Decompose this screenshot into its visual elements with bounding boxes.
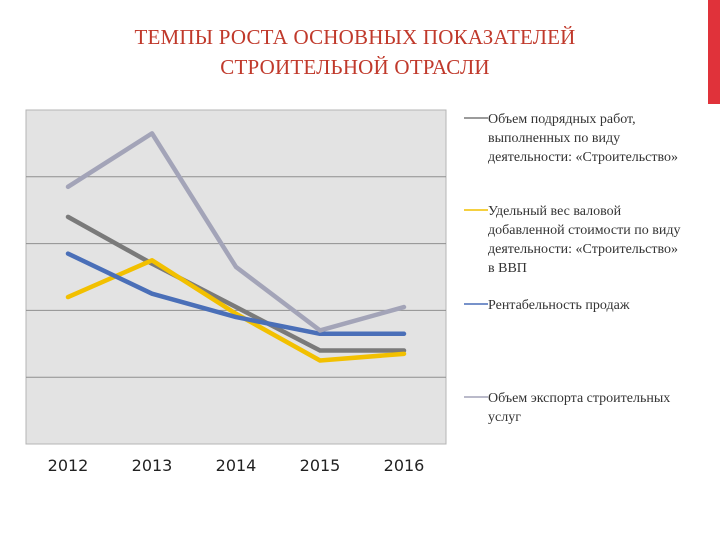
accent-bar <box>708 0 720 104</box>
legend-label-4: Объем экспорта строительных услуг <box>488 391 671 425</box>
x-tick-label: 2012 <box>48 456 89 475</box>
x-tick-label: 2015 <box>300 456 341 475</box>
series-line-4 <box>65 131 407 333</box>
series-line-3 <box>65 251 407 337</box>
legend-label-3: Рентабельность продаж <box>488 298 630 313</box>
series-line-2 <box>65 258 407 363</box>
x-tick-label: 2013 <box>132 456 173 475</box>
legend-label-2: Удельный вес валовой добавленной стоимос… <box>488 204 681 276</box>
x-tick-label: 2014 <box>216 456 257 475</box>
title-line-1: ТЕМПЫ РОСТА ОСНОВНЫХ ПОКАЗАТЕЛЕЙ <box>134 25 576 49</box>
series-line-1 <box>65 214 407 353</box>
title-line-2: СТРОИТЕЛЬНОЙ ОТРАСЛИ <box>220 55 490 79</box>
legend-label-1: Объем подрядных работ, выполненных по ви… <box>488 112 679 165</box>
plot-area <box>25 109 447 445</box>
x-tick-label: 2016 <box>384 456 425 475</box>
slide-title: ТЕМПЫ РОСТА ОСНОВНЫХ ПОКАЗАТЕЛЕЙ СТРОИТЕ… <box>60 22 650 82</box>
